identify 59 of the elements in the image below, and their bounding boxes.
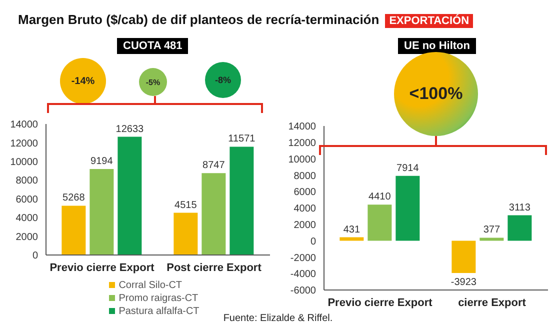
y-tick-label: -4000 — [290, 269, 316, 280]
text: EXPORTACIÓN — [385, 14, 474, 28]
y-tick-label: 8000 — [294, 170, 316, 182]
y-tick-label: 4000 — [16, 213, 38, 224]
data-label: 7914 — [396, 162, 420, 174]
y-tick-label: 10000 — [288, 154, 316, 166]
bar — [90, 168, 114, 255]
data-label: 3113 — [508, 202, 531, 214]
bar — [480, 238, 504, 241]
data-label: 4410 — [368, 192, 392, 203]
bar — [230, 146, 254, 255]
bar — [452, 240, 476, 273]
data-label: 9194 — [90, 156, 114, 167]
y-tick-label: 0 — [310, 236, 316, 248]
x-tick-label: cierre Export — [458, 296, 526, 309]
bar — [62, 206, 86, 255]
bar — [340, 237, 364, 241]
bar — [368, 204, 392, 241]
circle: <100% — [394, 52, 478, 136]
y-tick-label: -2000 — [290, 252, 316, 264]
data-label: 8747 — [202, 160, 226, 172]
y-tick-label: 6000 — [294, 187, 316, 198]
data-label: 4515 — [174, 200, 198, 211]
data-label: -3923 — [450, 277, 477, 288]
y-tick-label: 6000 — [16, 194, 38, 206]
y-tick-label: 14000 — [288, 122, 316, 133]
data-label: 12633 — [116, 124, 144, 135]
data-label: 5268 — [62, 192, 86, 204]
legend-label: Corral Silo-CT — [118, 280, 182, 291]
bar — [508, 215, 532, 241]
source-note: Fuente: Elizalde & Riffel. — [223, 313, 333, 324]
chart-subtitle: CUOTA 481 — [117, 38, 188, 54]
bar — [396, 176, 420, 241]
bar — [174, 212, 198, 255]
chart-subtitle: UE no Hilton — [398, 38, 476, 54]
x-tick-label: Post cierre Export — [166, 262, 262, 274]
data-label: 377 — [483, 224, 500, 236]
bar — [118, 136, 142, 255]
data-label: 431 — [343, 224, 360, 236]
y-tick-label: 2000 — [294, 220, 316, 231]
y-tick-label: 12000 — [288, 138, 316, 149]
legend-label: Promo raigras-CT — [118, 293, 198, 304]
y-tick-label: 2000 — [16, 232, 38, 243]
y-tick-label: 14000 — [10, 120, 38, 131]
y-tick-label: 4000 — [294, 204, 316, 215]
x-tick-label: Previo cierre Export — [50, 262, 155, 274]
data-label: 11571 — [228, 134, 256, 145]
x-tick-label: Previo cierre Export — [328, 296, 433, 309]
circle: -5% — [139, 68, 167, 96]
y-tick-label: 8000 — [16, 176, 38, 187]
circle: -14% — [60, 58, 106, 104]
y-tick-label: 10000 — [10, 156, 38, 168]
bar — [202, 173, 226, 255]
y-tick-label: 0 — [32, 250, 38, 262]
chart-title: Margen Bruto ($/cab) de dif planteos de recría-terminación — [18, 12, 380, 27]
legend-label: Pastura alfalfa-CT — [118, 306, 200, 317]
y-tick-label: -6000 — [290, 286, 316, 297]
circle: -8% — [205, 62, 241, 98]
y-tick-label: 12000 — [10, 138, 38, 150]
